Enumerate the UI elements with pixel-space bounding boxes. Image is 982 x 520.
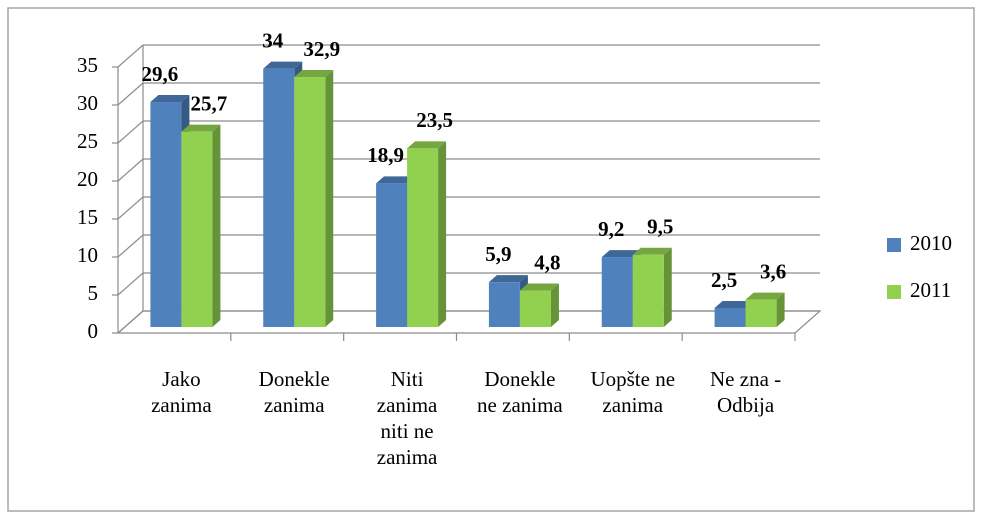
- bar-top: [181, 124, 221, 132]
- x-tick-label: Donekle ne zanima: [477, 367, 563, 417]
- value-label: 2,5: [711, 268, 737, 292]
- bar-front: [181, 131, 213, 327]
- bar-side: [550, 283, 559, 327]
- x-tick-label: Niti zanima niti ne zanima: [376, 367, 438, 469]
- bar-front: [294, 76, 326, 328]
- y-tick-label: 15: [77, 205, 98, 229]
- bar-top: [263, 61, 303, 69]
- x-tick-label: Jako zanima: [151, 367, 212, 417]
- value-label: 18,9: [367, 143, 404, 167]
- bar-top: [519, 283, 559, 291]
- value-label: 9,2: [598, 217, 624, 241]
- bar-front: [601, 257, 633, 327]
- bar-front: [745, 299, 777, 327]
- bar: [407, 141, 447, 327]
- value-label: 23,5: [416, 108, 453, 132]
- grid-line-side: [117, 234, 144, 258]
- y-tick-label: 10: [77, 243, 98, 267]
- y-tick-label: 25: [77, 129, 98, 153]
- bar: [745, 292, 785, 327]
- y-tick-label: 30: [77, 91, 98, 115]
- value-label: 3,6: [760, 259, 786, 283]
- bar: [632, 247, 672, 327]
- bar-front: [632, 254, 664, 327]
- bar-top: [294, 69, 334, 77]
- bar-top: [407, 141, 447, 149]
- bar: [181, 124, 221, 328]
- bar-top: [488, 275, 528, 283]
- bar-side: [438, 141, 447, 327]
- bar-top: [745, 292, 785, 300]
- legend-label: 2010: [910, 231, 952, 255]
- bar-top: [632, 247, 672, 255]
- x-tick-label: Ne zna - Odbija: [710, 367, 782, 417]
- grid-line-side: [117, 120, 144, 144]
- bar-side: [663, 247, 672, 327]
- bar-front: [150, 102, 182, 327]
- grid-line-side: [117, 82, 144, 106]
- bar-front: [263, 68, 295, 327]
- legend-label: 2011: [910, 278, 951, 302]
- bar-side: [325, 69, 334, 328]
- bar-front: [519, 290, 551, 327]
- y-tick-label: 20: [77, 167, 98, 191]
- bar-top: [376, 176, 416, 184]
- grid-line-side: [117, 158, 144, 182]
- bar-top: [150, 95, 190, 103]
- bar-side: [776, 292, 785, 327]
- bar-front: [376, 183, 408, 327]
- value-label: 29,6: [142, 62, 179, 86]
- value-label: 9,5: [647, 215, 673, 239]
- bar-front: [407, 148, 439, 327]
- x-tick-label: Uopšte ne zanima: [590, 367, 676, 417]
- bar-front: [488, 282, 520, 327]
- y-tick-label: 35: [77, 53, 98, 77]
- value-label: 32,9: [303, 37, 340, 61]
- bar: [519, 283, 559, 327]
- value-label: 25,7: [191, 91, 228, 115]
- grid-line-side: [117, 310, 144, 334]
- bar: [294, 69, 334, 328]
- legend-swatch: [887, 285, 901, 299]
- bar-front: [714, 308, 746, 327]
- grid-line-side: [117, 272, 144, 296]
- value-label: 5,9: [485, 242, 511, 266]
- grid-line-side: [117, 44, 144, 68]
- bar-top: [601, 250, 641, 258]
- value-label: 34: [262, 28, 284, 52]
- bar-top: [714, 301, 754, 308]
- legend-swatch: [887, 238, 901, 252]
- grid-line-side: [117, 196, 144, 220]
- y-tick-label: 0: [88, 319, 99, 343]
- value-label: 4,8: [534, 250, 560, 274]
- x-tick-label: Donekle zanima: [258, 367, 330, 417]
- bar-side: [212, 124, 221, 328]
- y-tick-label: 5: [88, 281, 99, 305]
